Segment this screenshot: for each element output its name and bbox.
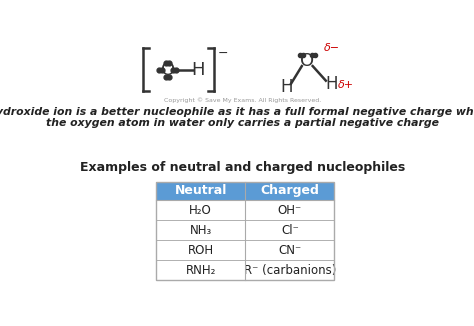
Text: A hydroxide ion is a better nucleophile as it has a full formal negative charge : A hydroxide ion is a better nucleophile … [0,107,474,117]
Text: O: O [300,52,314,70]
Text: H: H [191,61,205,79]
Text: the oxygen atom in water only carries a partial negative charge: the oxygen atom in water only carries a … [46,118,439,128]
Text: CN⁻: CN⁻ [278,244,301,257]
Text: Neutral: Neutral [174,184,227,197]
Bar [156,220,334,240]
Bar [156,260,334,280]
Text: ROH: ROH [188,244,214,257]
Text: Cl⁻: Cl⁻ [281,224,299,237]
Text: Copyright © Save My Exams. All Rights Reserved.: Copyright © Save My Exams. All Rights Re… [164,98,321,103]
Text: NH₃: NH₃ [190,224,212,237]
Bar [156,200,334,220]
Text: H₂O: H₂O [189,203,212,216]
Text: RNH₂: RNH₂ [185,264,216,277]
Text: Charged: Charged [260,184,319,197]
Text: O: O [161,61,175,79]
Text: δ+: δ+ [337,80,354,90]
Text: −: − [218,47,228,60]
Text: R⁻ (carbanions): R⁻ (carbanions) [244,264,336,277]
Bar [156,240,334,260]
Bar [156,182,334,200]
Text: OH⁻: OH⁻ [278,203,302,216]
Text: δ−: δ− [324,43,340,53]
Bar [156,182,334,280]
Text: H: H [326,75,338,93]
Text: Examples of neutral and charged nucleophiles: Examples of neutral and charged nucleoph… [80,161,406,174]
Text: H: H [280,78,292,96]
